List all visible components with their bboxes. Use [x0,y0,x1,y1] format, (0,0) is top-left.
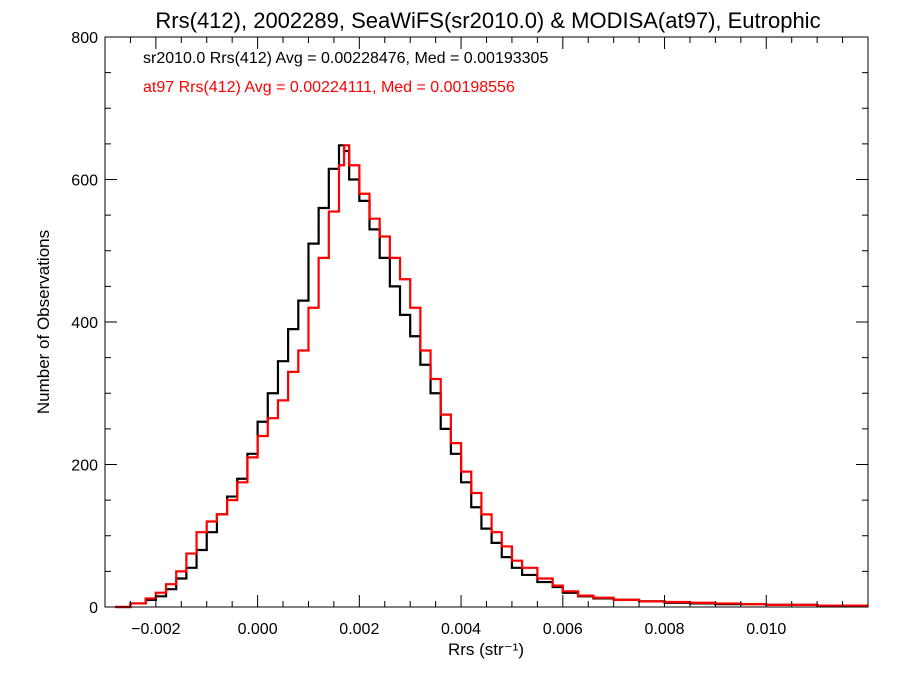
x-tick-label: 0.000 [238,621,278,638]
x-axis-label: Rrs (str⁻¹) [448,640,524,659]
x-axis-tick-labels: −0.002 0.000 0.002 0.004 0.006 0.008 0.010 [131,621,786,638]
legend-entry-sr2010: sr2010.0 Rrs(412) Avg = 0.00228476, Med … [143,50,548,67]
y-tick-label: 0 [89,600,98,617]
x-axis-ticks [104,37,869,607]
y-axis-tick-labels: 0 200 400 600 800 [71,30,98,617]
y-axis-label: Number of Observations [34,230,53,414]
x-tick-label: 0.006 [543,621,583,638]
y-tick-label: 600 [71,173,98,190]
series-layer [115,144,868,609]
x-tick-label: 0.004 [441,621,481,638]
legend-entry-at97: at97 Rrs(412) Avg = 0.00224111, Med = 0.… [143,79,515,96]
x-tick-label: 0.010 [746,621,786,638]
series-line-at97 [115,144,868,609]
plot-frame [104,36,869,608]
y-tick-label: 400 [71,315,98,332]
chart-title: Rrs(412), 2002289, SeaWiFS(sr2010.0) & M… [155,8,820,33]
series-line-sr2010-0 [115,144,868,609]
y-tick-label: 800 [71,30,98,47]
x-tick-label: 0.002 [339,621,379,638]
y-axis-ticks [105,36,868,608]
x-tick-label: −0.002 [131,621,180,638]
x-tick-label: 0.008 [645,621,685,638]
y-tick-label: 200 [71,458,98,475]
